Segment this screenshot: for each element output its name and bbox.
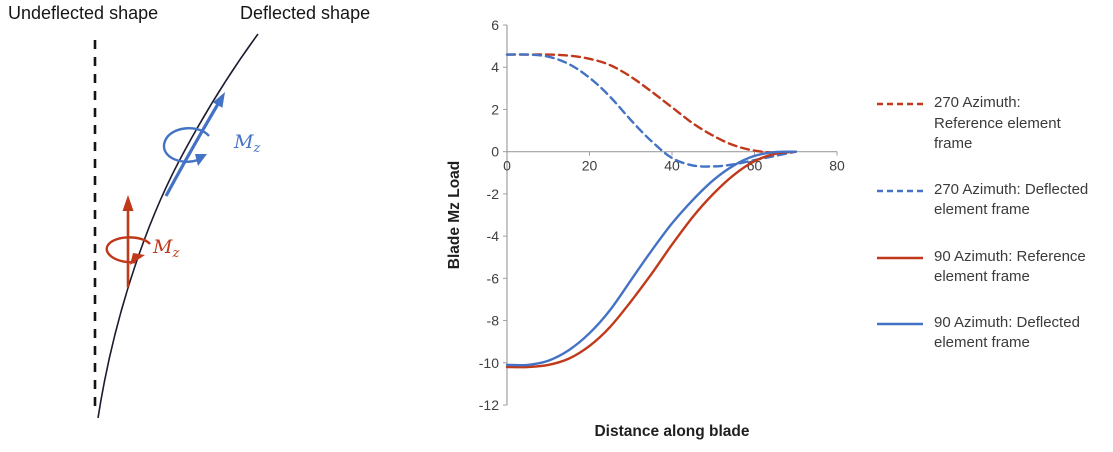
legend-label: 90 Azimuth: Deflected element frame	[934, 314, 1080, 352]
y-tick-label: -4	[487, 228, 500, 244]
y-tick-label: -12	[479, 397, 499, 413]
legend-label: 270 Azimuth: Reference element frame	[934, 94, 1061, 152]
moment-label-sub: z	[252, 141, 260, 156]
red-arrowhead-icon	[122, 195, 134, 211]
x-tick-label: 60	[747, 158, 763, 174]
legend-label: 270 Azimuth: Deflected element frame	[934, 181, 1089, 219]
red-moment-label: Mz	[152, 236, 179, 261]
legend-item: 90 Azimuth: Deflected element frame	[876, 313, 1113, 354]
series-line-3	[505, 150, 797, 367]
blue-rotation-arrowhead-icon	[195, 154, 207, 166]
series-line-2	[505, 150, 797, 369]
legend-item: 270 Azimuth: Deflected element frame	[876, 180, 1113, 221]
legend-label: 90 Azimuth: Reference element frame	[934, 247, 1086, 285]
blue-arrowhead-icon	[212, 92, 225, 108]
deflected-shape-label: Deflected shape	[240, 3, 370, 23]
legend-line-sample-icon	[877, 103, 923, 106]
moment-label-base: M	[233, 131, 254, 153]
x-tick-label: 40	[664, 158, 680, 174]
y-tick-label: 4	[491, 59, 499, 75]
red-rotation-arrow-icon	[105, 236, 151, 264]
x-axis-title: Distance along blade	[594, 423, 749, 440]
legend-line-sample-icon	[877, 256, 923, 259]
undeflected-shape-label: Undeflected shape	[8, 3, 158, 23]
chart-legend: 270 Azimuth: Reference element frame 270 …	[860, 0, 1113, 447]
blue-moment-axis-arrow	[164, 103, 220, 197]
y-tick-label: -10	[479, 355, 499, 371]
x-tick-label: 0	[503, 158, 511, 174]
x-tick-label: 80	[829, 158, 845, 174]
y-tick-label: -8	[487, 313, 500, 329]
legend-item: 270 Azimuth: Reference element frame	[876, 93, 1113, 154]
y-tick-label: 6	[491, 17, 499, 33]
legend-item: 90 Azimuth: Reference element frame	[876, 247, 1113, 288]
series-line-0	[505, 53, 797, 154]
y-tick-label: 0	[491, 144, 499, 160]
y-tick-label: 2	[491, 101, 499, 117]
legend-line-sample-icon	[877, 189, 923, 193]
y-tick-label: -2	[487, 186, 500, 202]
blue-rotation-arrow-icon	[162, 127, 210, 163]
x-tick-label: 20	[582, 158, 598, 174]
blade-deflection-diagram: Undeflected shape Deflected shape Mz Mz	[8, 3, 370, 419]
deflected-shape-curve	[97, 33, 259, 419]
moment-label-sub: z	[171, 246, 179, 261]
y-axis-title: Blade Mz Load	[446, 161, 463, 270]
red-rotation-arrowhead-icon	[130, 253, 145, 265]
blue-moment-label: Mz	[233, 131, 260, 156]
moment-label-base: M	[152, 236, 173, 258]
series-line-1	[505, 53, 797, 168]
diagram-panel: Undeflected shape Deflected shape Mz Mz	[0, 0, 445, 447]
y-tick-label: -6	[487, 270, 500, 286]
legend-line-sample-icon	[877, 322, 923, 326]
chart-panel: -12 -10 -8 -6 -4 -2 0 2 4 6 0 20 40 60 80 Distance alon…	[445, 0, 860, 447]
